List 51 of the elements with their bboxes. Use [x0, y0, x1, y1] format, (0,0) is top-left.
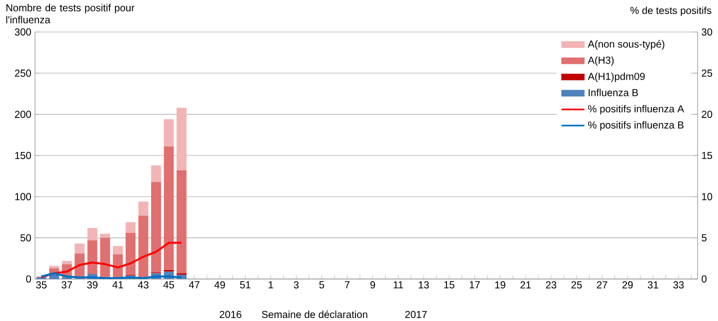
- x-tick-label: 41: [112, 281, 123, 288]
- x-tick-label: 47: [188, 281, 200, 288]
- y-tick-label: 250: [14, 70, 31, 77]
- x-tick-label: 15: [444, 281, 454, 288]
- y-tick-label: 0: [26, 275, 31, 283]
- x-tick-label: 17: [470, 281, 480, 288]
- x-tick-label: 43: [138, 281, 149, 288]
- y-tick-label: 200: [14, 110, 31, 118]
- x-tick-label: 25: [571, 281, 582, 288]
- y2-axis-title: % de tests positifs: [630, 6, 712, 16]
- x-tick-label: 13: [418, 281, 429, 288]
- legend-label: A(H1)pdm09: [588, 72, 645, 82]
- text: 2016: [220, 310, 242, 318]
- y2-tick-label: 25: [702, 70, 712, 77]
- y-axis-title: Nombre de tests positif pour l'influenza: [6, 4, 134, 24]
- x-tick-label: 7: [344, 281, 350, 288]
- x-axis-title: Semaine de déclaration: [262, 310, 368, 318]
- text: 2017: [405, 310, 427, 318]
- legend-label: Influenza B: [588, 88, 638, 96]
- x-tick-label: 9: [370, 281, 376, 288]
- x-tick-label: 39: [87, 281, 98, 288]
- x-tick-label: 27: [596, 281, 608, 288]
- legend-label: A(non sous-typé): [588, 40, 664, 50]
- x-tick-label: 35: [36, 281, 47, 288]
- x-tick-label: 51: [240, 281, 250, 288]
- legend-label: % positifs influenza B: [588, 121, 684, 131]
- y-tick-label: 100: [15, 193, 31, 200]
- x-tick-label: 1: [268, 281, 274, 288]
- y2-tick-label: 10: [702, 193, 712, 200]
- x-tick-label: 21: [520, 281, 531, 288]
- y2-tick-label: 15: [702, 152, 712, 160]
- y-tick-label: 150: [15, 152, 31, 160]
- x-tick-label: 19: [495, 281, 506, 288]
- y2-tick-label: 0: [702, 275, 707, 283]
- x-tick-label: 11: [394, 281, 403, 288]
- x-tick-label: 37: [62, 281, 72, 288]
- x-tick-label: 5: [319, 281, 324, 288]
- x-tick-label: 29: [622, 281, 633, 288]
- y-tick-label: 300: [14, 28, 31, 36]
- y-tick-label: 50: [20, 234, 31, 242]
- x-tick-label: 33: [673, 281, 684, 288]
- x-tick-label: 45: [163, 281, 174, 288]
- y2-tick-label: 20: [702, 110, 712, 118]
- y2-tick-label: 5: [702, 234, 707, 242]
- x-tick-label: 23: [546, 281, 556, 288]
- y2-tick-label: 30: [702, 28, 712, 36]
- x-tick-label: 31: [648, 281, 658, 288]
- x-tick-label: 3: [294, 281, 299, 288]
- x-tick-label: 49: [214, 281, 225, 288]
- legend-label: A(H3): [588, 56, 614, 66]
- legend-label: % positifs influenza A: [588, 104, 684, 114]
